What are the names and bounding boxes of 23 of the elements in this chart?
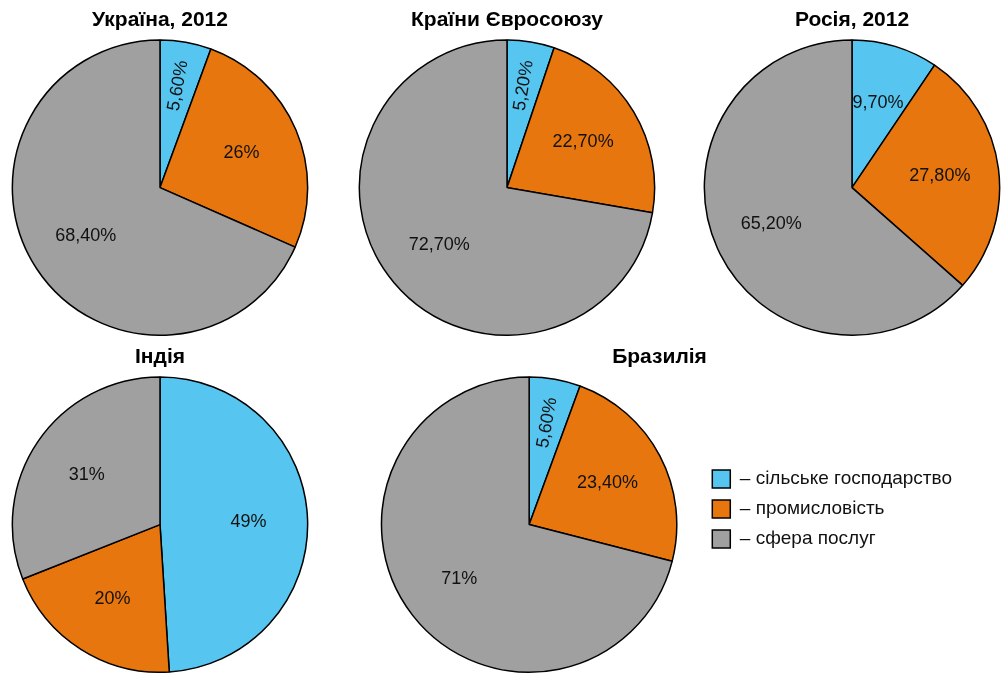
data-label: 5,20% [508, 58, 537, 113]
data-label: 22,70% [552, 131, 614, 152]
data-label: 71% [441, 567, 478, 588]
legend-label: – сільське господарство [739, 467, 953, 489]
chart-title: Країни Євросоюзу [411, 7, 604, 31]
data-label: 23,40% [577, 472, 639, 493]
chart-title: Індія [135, 344, 185, 368]
data-label: 65,20% [740, 212, 802, 233]
data-label: 9,70% [852, 91, 904, 112]
data-label: 5,60% [531, 395, 561, 450]
legend-label: – сфера послуг [739, 527, 876, 549]
data-label: 20% [94, 588, 131, 609]
data-label: 5,60% [162, 58, 192, 113]
data-label: 27,80% [909, 165, 971, 186]
data-label: 31% [68, 463, 105, 484]
chart-title: Росія, 2012 [794, 7, 910, 31]
data-label: 72,70% [408, 233, 470, 254]
data-label: 26% [223, 141, 260, 162]
data-label: 68,40% [55, 224, 117, 245]
legend-label: – промисловість [739, 497, 885, 519]
chart-title: Бразилія [612, 344, 707, 368]
chart-title: Україна, 2012 [92, 7, 228, 31]
data-label: 49% [230, 510, 267, 531]
